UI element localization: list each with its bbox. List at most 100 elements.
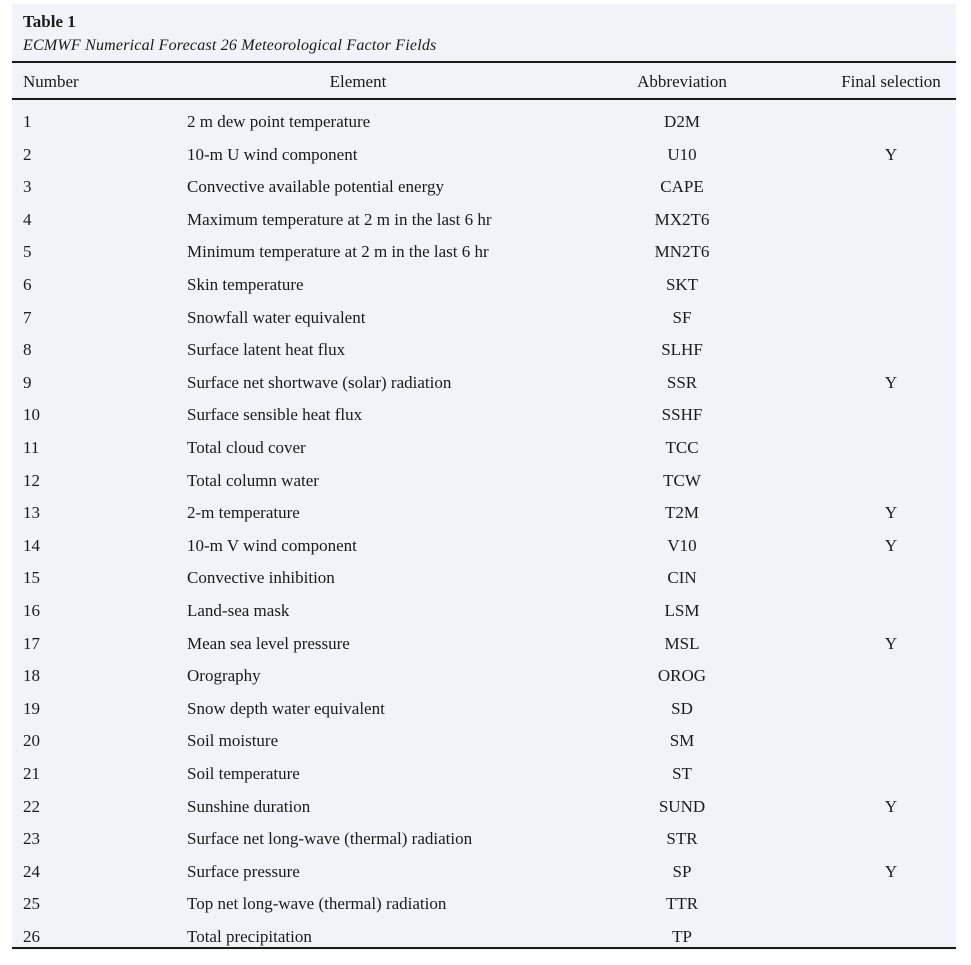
row-number: 5 <box>23 242 32 262</box>
table-row: 16 Land-sea mask LSM <box>12 595 956 627</box>
table-row: 19 Snow depth water equivalent SD <box>12 693 956 725</box>
row-number: 25 <box>23 894 40 914</box>
row-final-selection: Y <box>884 144 898 164</box>
table-row: 4 Maximum temperature at 2 m in the last … <box>12 204 956 236</box>
bottom-rule <box>12 947 956 949</box>
table-row: 22 Sunshine duration SUND Y <box>12 791 956 823</box>
table-row: 9 Surface net shortwave (solar) radiation… <box>12 367 956 399</box>
row-number: 16 <box>23 601 40 620</box>
row-number: 2 <box>23 144 32 164</box>
row-element: Surface pressure <box>187 861 300 881</box>
table-row: 25 Top net long-wave (thermal) radiation T… <box>12 888 956 920</box>
table-row: 21 Soil temperature ST <box>12 758 956 790</box>
row-element: Land-sea mask <box>187 601 290 620</box>
row-number: 26 <box>23 927 40 946</box>
row-abbreviation: SD <box>671 698 693 718</box>
table-row: 14 10-m V wind component V10 Y <box>12 530 956 562</box>
row-number: 3 <box>23 177 32 197</box>
row-abbreviation: TCC <box>665 438 699 457</box>
row-element: Minimum temperature at 2 m in the last 6… <box>187 242 489 262</box>
row-element: Mean sea level pressure <box>187 633 350 653</box>
row-element: Surface latent heat flux <box>187 340 346 360</box>
row-element: Skin temperature <box>187 275 304 294</box>
row-abbreviation: SSHF <box>661 405 703 425</box>
row-number: 8 <box>23 340 32 360</box>
row-abbreviation: LSM <box>664 601 700 620</box>
row-abbreviation: SM <box>669 731 695 751</box>
row-element: Total precipitation <box>187 927 312 946</box>
row-final-selection: Y <box>884 633 898 653</box>
table-row: 6 Skin temperature SKT <box>12 269 956 301</box>
row-element: Maximum temperature at 2 m in the last 6… <box>187 209 492 229</box>
row-abbreviation: SF <box>672 307 692 327</box>
row-element: Convective inhibition <box>187 568 335 588</box>
row-number: 13 <box>23 503 40 523</box>
row-element: Surface sensible heat flux <box>187 405 363 425</box>
row-element: 10-m V wind component <box>187 535 357 555</box>
row-number: 19 <box>23 698 40 718</box>
table-row: 18 Orography OROG <box>12 660 956 692</box>
table-row: 23 Surface net long-wave (thermal) radiat… <box>12 823 956 855</box>
row-final-selection: Y <box>884 372 898 392</box>
row-number: 6 <box>23 275 32 294</box>
row-abbreviation: CAPE <box>660 177 704 197</box>
row-element: Orography <box>187 666 261 686</box>
row-number: 14 <box>23 535 40 555</box>
table-row: 24 Surface pressure SP Y <box>12 856 956 888</box>
row-abbreviation: SLHF <box>661 340 703 360</box>
table-panel: Table 1 ECMWF Numerical Forecast 26 Mete… <box>12 4 956 950</box>
row-final-selection: Y <box>884 503 898 523</box>
table-row: 15 Convective inhibition CIN <box>12 562 956 594</box>
row-element: 2-m temperature <box>187 503 300 523</box>
row-abbreviation: OROG <box>657 666 707 686</box>
row-abbreviation: SKT <box>665 275 699 294</box>
row-abbreviation: SSR <box>666 372 698 392</box>
row-element: Soil moisture <box>187 731 279 751</box>
row-final-selection: Y <box>884 861 898 881</box>
row-abbreviation: ST <box>672 764 692 783</box>
row-number: 17 <box>23 633 40 653</box>
row-abbreviation: V10 <box>667 535 697 555</box>
top-rule <box>12 61 956 63</box>
row-number: 24 <box>23 861 40 881</box>
row-element: 10-m U wind component <box>187 144 358 164</box>
row-final-selection: Y <box>884 535 898 555</box>
table-caption: ECMWF Numerical Forecast 26 Meteorologic… <box>23 37 437 54</box>
row-number: 22 <box>23 796 40 816</box>
row-element: Soil temperature <box>187 764 300 783</box>
row-number: 23 <box>23 829 40 849</box>
row-element: Snowfall water equivalent <box>187 307 366 327</box>
row-number: 21 <box>23 764 40 783</box>
row-abbreviation: STR <box>666 829 698 849</box>
row-element: Top net long-wave (thermal) radiation <box>187 894 447 914</box>
table-row: 13 2-m temperature T2M Y <box>12 497 956 529</box>
row-number: 20 <box>23 731 40 751</box>
row-abbreviation: MN2T6 <box>654 242 710 262</box>
row-abbreviation: TTR <box>665 894 699 914</box>
table-row: 10 Surface sensible heat flux SSHF <box>12 399 956 431</box>
row-element: Snow depth water equivalent <box>187 698 385 718</box>
row-abbreviation: U10 <box>667 144 697 164</box>
header-rule <box>12 98 956 100</box>
row-abbreviation: CIN <box>667 568 697 588</box>
table-row: 3 Convective available potential energy CA… <box>12 171 956 203</box>
table-label: Table 1 <box>23 12 76 31</box>
table-row: 17 Mean sea level pressure MSL Y <box>12 628 956 660</box>
row-number: 15 <box>23 568 40 588</box>
table-row: 5 Minimum temperature at 2 m in the last … <box>12 236 956 268</box>
row-element: Surface net shortwave (solar) radiation <box>187 372 452 392</box>
row-number: 1 <box>23 112 32 131</box>
header-element: Element <box>329 72 387 91</box>
row-abbreviation: MSL <box>664 633 700 653</box>
row-number: 4 <box>23 209 32 229</box>
table-row: 26 Total precipitation TP <box>12 921 956 953</box>
row-number: 18 <box>23 666 40 686</box>
row-element: Total cloud cover <box>187 438 306 457</box>
row-element: Sunshine duration <box>187 796 311 816</box>
row-abbreviation: SP <box>672 861 692 881</box>
row-element: Total column water <box>187 470 319 490</box>
table-row: 8 Surface latent heat flux SLHF <box>12 334 956 366</box>
header-number: Number <box>23 72 79 91</box>
row-abbreviation: TP <box>672 927 692 946</box>
row-abbreviation: TCW <box>663 470 701 490</box>
